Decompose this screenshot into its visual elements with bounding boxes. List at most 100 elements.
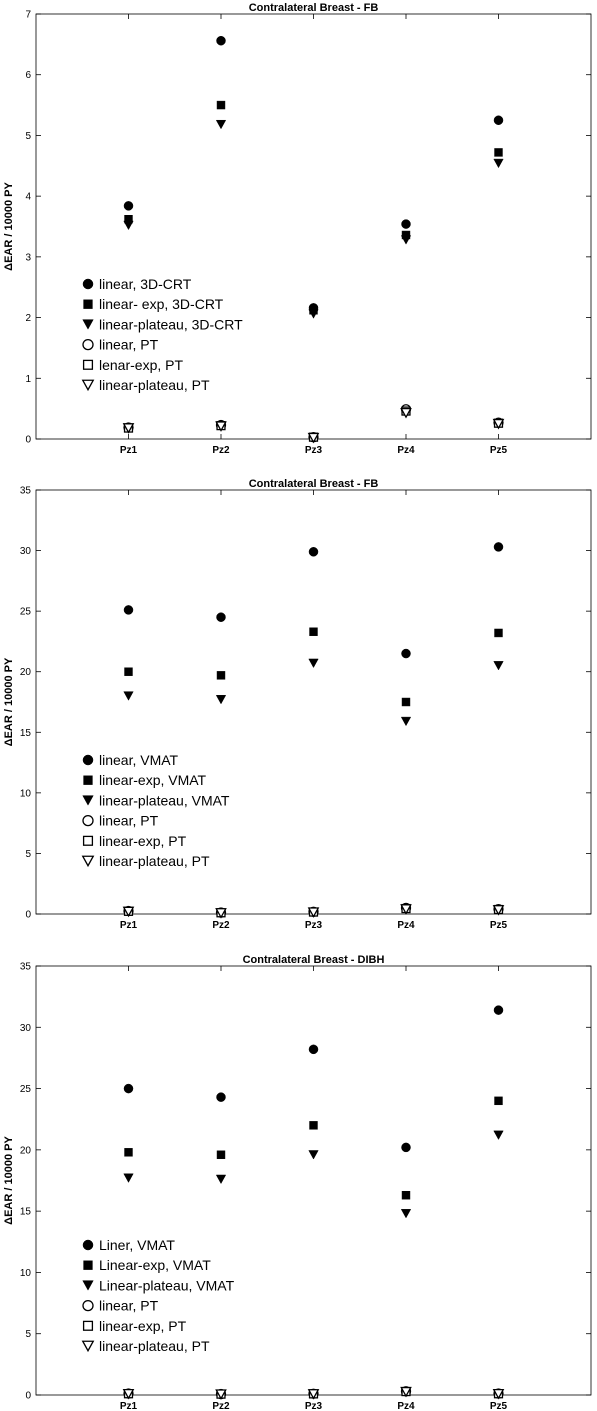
chart-panel-1: Contralateral Breast - FB ΔEAR / 10000 PY…: [3, 2, 592, 456]
legend-label: Liner, VMAT: [99, 1237, 175, 1253]
y-tick-label: 5: [25, 131, 31, 142]
data-point: [400, 716, 412, 727]
data-point: [492, 418, 505, 430]
data-point: [493, 542, 504, 552]
data-point: [401, 1190, 411, 1200]
data-point: [216, 1092, 226, 1102]
series-2: [124, 627, 503, 707]
data-point: [122, 423, 135, 434]
legend-marker: [82, 814, 94, 827]
series-6: [122, 407, 505, 444]
data-point: [307, 1389, 320, 1400]
data-point: [215, 1174, 227, 1185]
x-tick-label: Pz4: [397, 445, 415, 456]
y-tick-label: 4: [25, 192, 31, 203]
data-point: [123, 691, 134, 701]
data-point: [400, 904, 412, 915]
data-point: [493, 158, 504, 169]
data-point: [216, 100, 226, 110]
data-point: [400, 235, 412, 245]
series-1: [123, 35, 504, 313]
data-point: [124, 667, 133, 676]
data-point: [215, 421, 227, 432]
data-point: [493, 1130, 504, 1140]
y-tick-label: 35: [20, 962, 32, 973]
data-point: [123, 1083, 134, 1094]
legend-marker: [82, 319, 94, 330]
data-point: [307, 907, 320, 918]
y-tick-label: 10: [20, 1268, 32, 1279]
y-tick-label: 15: [20, 728, 32, 739]
y-tick-label: 35: [20, 486, 32, 497]
chart-panel-3: Contralateral Breast - DIBH ΔEAR / 10000 …: [3, 954, 592, 1411]
y-tick-label: 15: [20, 1207, 32, 1218]
x-tick-label: Pz2: [212, 920, 230, 931]
y-tick-label: 5: [25, 1329, 31, 1340]
data-point: [308, 547, 319, 557]
y-tick-label: 10: [20, 788, 32, 799]
data-point: [492, 905, 505, 916]
data-point: [400, 1386, 412, 1398]
x-tick-label: Pz5: [490, 445, 508, 456]
data-point: [308, 309, 319, 319]
data-point: [215, 908, 227, 919]
x-tick-label: Pz3: [305, 920, 323, 931]
data-point: [216, 671, 226, 680]
legend-marker: [82, 278, 94, 290]
data-point: [401, 1142, 411, 1153]
data-point: [493, 115, 504, 125]
data-point: [308, 1150, 319, 1160]
legend-marker: [82, 1320, 94, 1331]
x-tick-label: Pz5: [490, 1401, 508, 1411]
legend: Liner, VMAT Linear-exp, VMAT Linear-platea…: [81, 1237, 235, 1354]
data-point: [123, 1173, 134, 1183]
series-3: [123, 119, 504, 319]
legend-label: Linear-exp, VMAT: [99, 1257, 211, 1273]
legend: linear, 3D-CRT linear- exp, 3D-CRT linear-…: [81, 276, 243, 393]
legend-label: linear-exp, VMAT: [99, 772, 207, 788]
legend-label: linear-plateau, VMAT: [99, 792, 230, 808]
axes-box: [35, 13, 592, 440]
y-tick-label: 25: [20, 1084, 32, 1095]
series-6: [122, 904, 505, 919]
data-point: [308, 658, 319, 669]
x-tick-label: Pz2: [212, 1401, 230, 1411]
series-2: [124, 1096, 503, 1200]
data-point: [123, 201, 134, 211]
data-point: [307, 432, 320, 444]
x-tick-label: Pz1: [120, 445, 138, 456]
legend-label: linear, 3D-CRT: [99, 276, 192, 292]
legend-marker: [81, 1340, 95, 1353]
y-axis-label: ΔEAR / 10000 PY: [3, 1136, 15, 1225]
y-tick-label: 3: [25, 252, 31, 263]
data-point: [308, 1044, 319, 1055]
data-point: [215, 119, 227, 130]
y-tick-label: 2: [25, 313, 31, 324]
legend-marker: [82, 1239, 94, 1251]
legend-marker: [82, 1280, 94, 1291]
y-axis-label: ΔEAR / 10000 PY: [3, 657, 15, 746]
legend-label: Linear-plateau, VMAT: [99, 1277, 235, 1293]
x-tick-label: Pz4: [397, 1401, 415, 1411]
data-point: [122, 1388, 135, 1400]
series-3: [123, 1130, 504, 1219]
legend-marker: [83, 299, 93, 309]
data-point: [400, 407, 412, 419]
y-tick-label: 0: [25, 435, 31, 446]
legend-label: linear-plateau, 3D-CRT: [99, 316, 243, 332]
x-tick-label: Pz4: [397, 920, 415, 931]
legend-marker: [81, 855, 95, 868]
y-tick-label: 25: [20, 607, 32, 618]
legend-label: linear, PT: [99, 1298, 159, 1314]
x-tick-label: Pz2: [212, 445, 230, 456]
data-point: [493, 661, 504, 671]
data-point: [215, 1389, 227, 1400]
legend-marker: [81, 379, 95, 392]
data-point: [123, 220, 134, 231]
data-point: [401, 697, 411, 707]
chart-panel-2: Contralateral Breast - FB ΔEAR / 10000 PY…: [3, 478, 592, 931]
y-tick-label: 20: [20, 1145, 32, 1156]
y-tick-label: 1: [25, 374, 31, 385]
legend-label: linear, VMAT: [99, 752, 179, 768]
